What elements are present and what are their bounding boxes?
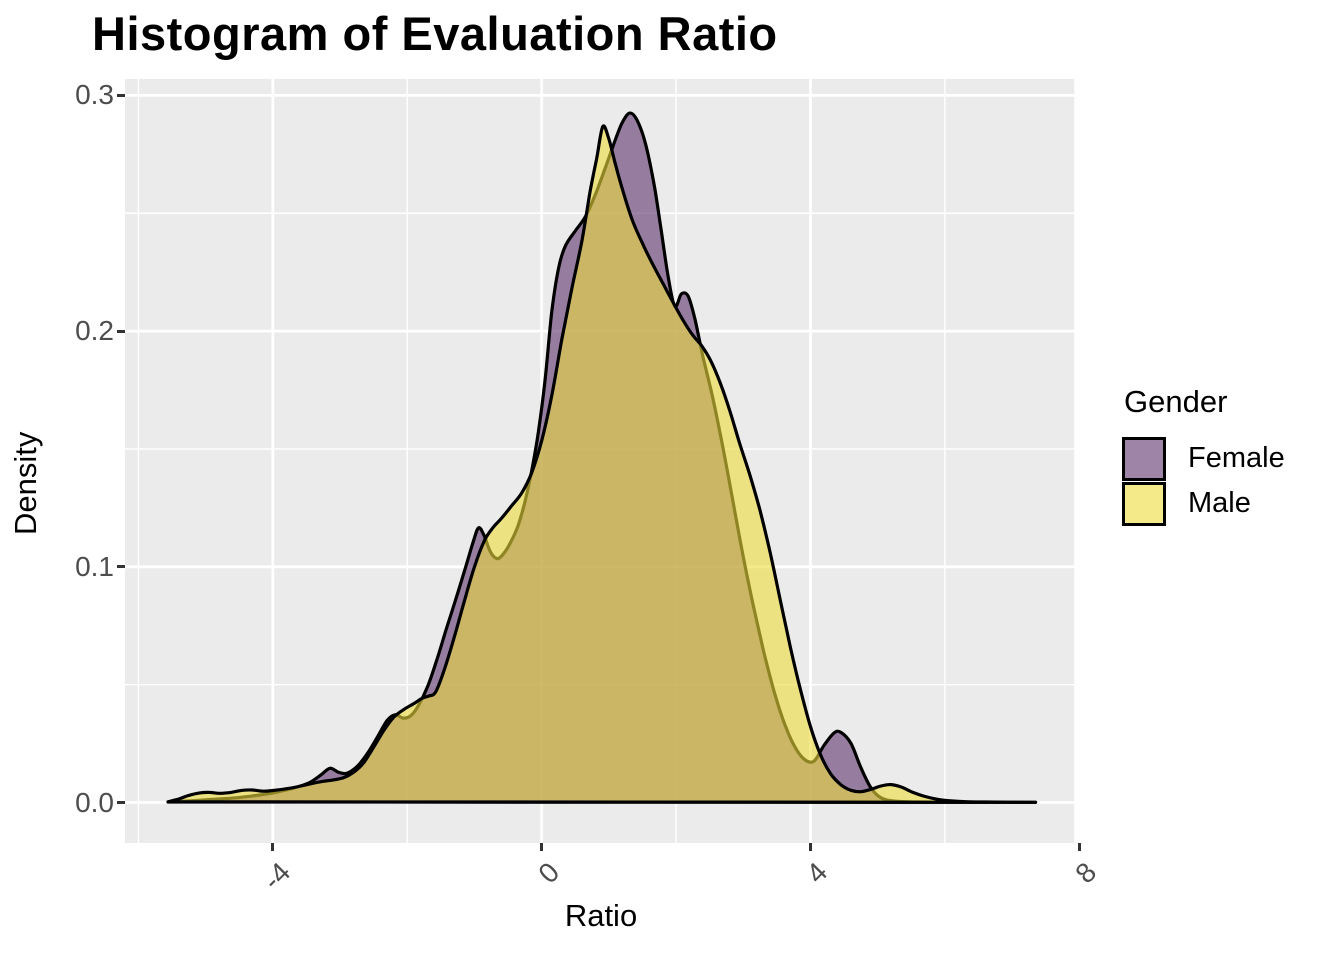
legend-entries: Female Male	[1122, 436, 1344, 526]
legend-entry-male: Male	[1122, 481, 1344, 526]
y-tick-mark	[117, 801, 125, 804]
legend-entry-female: Female	[1122, 436, 1344, 481]
legend-entry-label: Female	[1188, 442, 1285, 474]
x-tick-mark	[808, 843, 812, 851]
x-axis-title: Ratio	[564, 898, 638, 933]
y-tick-mark	[117, 329, 125, 333]
plot-title: Histogram of Evaluation Ratio	[92, 7, 778, 60]
legend-key-fill	[1125, 484, 1163, 523]
x-tick-mark	[271, 843, 275, 851]
density-area-male	[166, 124, 1038, 804]
y-axis-title: Density	[8, 431, 43, 535]
x-tick-mark	[1077, 843, 1081, 851]
density-plot	[125, 79, 1077, 843]
plot-panel	[125, 79, 1077, 843]
legend: Gender Female Male	[1122, 384, 1344, 526]
legend-key-swatch	[1122, 481, 1166, 526]
y-tick-mark	[117, 93, 125, 97]
x-tick-mark	[540, 843, 544, 851]
legend-key-swatch	[1122, 436, 1166, 481]
y-tick-label: 0.2	[75, 315, 114, 347]
y-tick-label: 0.0	[75, 786, 114, 818]
legend-key-fill	[1125, 439, 1163, 478]
legend-entry-label: Male	[1188, 487, 1251, 519]
y-tick-label: 0.3	[75, 79, 114, 111]
legend-title: Gender	[1124, 384, 1228, 419]
y-tick-label: 0.1	[75, 550, 114, 582]
y-tick-mark	[117, 565, 125, 569]
